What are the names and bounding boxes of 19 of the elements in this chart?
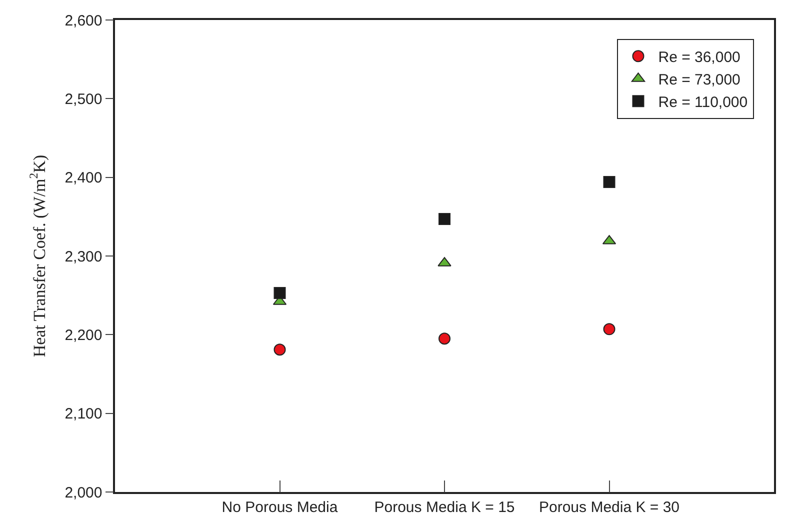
point: [603, 323, 616, 336]
point: [274, 286, 286, 299]
y-tick-label: 2,100: [64, 406, 102, 423]
y-tick-label: 2,300: [64, 248, 102, 266]
point: [603, 176, 616, 188]
legend-label: Re = 36,000: [658, 48, 740, 66]
y-tick-label: 2,200: [64, 326, 102, 344]
x-tick-label: Porous Media K = 30: [538, 498, 680, 516]
point: [274, 344, 286, 356]
y-tick-label: 2,400: [64, 170, 102, 187]
point: [438, 332, 450, 345]
x-tick-label: No Porous Media: [222, 498, 338, 516]
legend-label: Re = 73,000: [658, 71, 740, 88]
y-tick-label: 2,000: [64, 484, 102, 502]
legend-label: Re = 110,000: [658, 94, 748, 111]
x-tick-label: Porous Media K = 15: [374, 498, 515, 516]
y-tick-label: 2,600: [64, 12, 102, 30]
point: [438, 213, 450, 226]
y-tick-label: 2,500: [64, 90, 102, 108]
